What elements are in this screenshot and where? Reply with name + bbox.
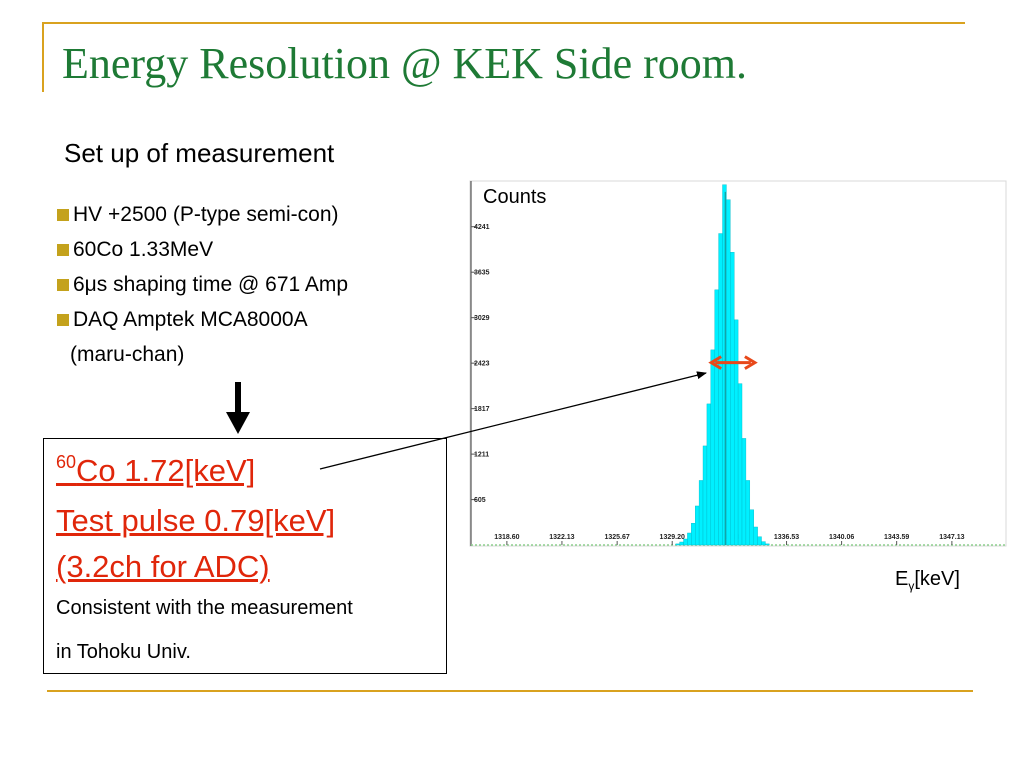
consistency-note-line1: Consistent with the measurement <box>56 597 353 619</box>
x-tick-label: 1343.59 <box>884 534 909 541</box>
y-tick-label: 605 <box>474 497 486 504</box>
frame-left-rule <box>42 22 44 92</box>
y-tick-label: 1211 <box>474 452 489 459</box>
consistency-note-line2: in Tohoku Univ. <box>56 641 191 663</box>
bullet-square-icon <box>57 314 69 326</box>
histogram-bar <box>695 505 700 546</box>
fwhm-arrow-right-head <box>744 355 758 370</box>
connector-arrow <box>319 371 707 470</box>
x-tick-label: 1340.06 <box>829 534 854 541</box>
histogram-bar <box>753 526 758 546</box>
bullet-continuation: (maru-chan) <box>70 343 185 366</box>
test-pulse-resolution[interactable]: Test pulse 0.79[keV] <box>56 503 336 538</box>
adc-channel-note[interactable]: (3.2ch for ADC) <box>56 549 270 584</box>
bullet-text: 60Co 1.33MeV <box>73 238 214 261</box>
x-axis-title: Eγ[keV] <box>895 568 960 593</box>
x-tick-label: 1329.20 <box>660 534 685 541</box>
isotope-mass-number: 60 <box>56 452 77 472</box>
histogram-bar <box>714 289 719 546</box>
y-axis-title: Counts <box>483 186 546 208</box>
histogram-bar <box>679 541 684 546</box>
x-axis-title-subscript: γ <box>908 579 914 593</box>
histogram-bar <box>737 383 743 546</box>
co60-resolution-text: Co 1.72[keV] <box>76 453 256 488</box>
bullet-text: DAQ Amptek MCA8000A <box>73 308 308 331</box>
bullet-square-icon <box>57 209 69 221</box>
bullet-item: DAQ Amptek MCA8000A <box>56 305 348 340</box>
histogram-bar <box>718 233 723 546</box>
slide-title: Energy Resolution @ KEK Side room. <box>62 39 747 88</box>
co60-resolution[interactable]: 60Co 1.72[keV] <box>56 453 255 489</box>
fwhm-arrow-left-head <box>708 355 722 370</box>
result-box: 60Co 1.72[keV] Test pulse 0.79[keV] (3.2… <box>43 438 447 674</box>
x-tick-label: 1318.60 <box>494 534 519 541</box>
x-tick-label: 1336.53 <box>774 534 799 541</box>
x-tick-label: 1322.13 <box>549 534 574 541</box>
histogram-bar <box>702 445 708 546</box>
plot-border <box>469 180 1007 547</box>
slide-subtitle: Set up of measurement <box>64 138 335 168</box>
frame-top-rule <box>42 22 965 24</box>
down-arrow-icon <box>226 382 250 434</box>
histogram-bar <box>734 319 739 546</box>
histogram-bar <box>757 536 762 546</box>
histogram-bar <box>675 543 680 546</box>
histogram-bar <box>745 480 751 546</box>
x-axis-title-symbol: E <box>895 568 908 590</box>
histogram-bar <box>706 403 712 546</box>
bullet-item: 60Co 1.33MeV <box>56 235 348 270</box>
histogram-bar <box>683 538 688 546</box>
histogram-bar <box>710 349 715 546</box>
histogram-bar <box>691 523 696 546</box>
frame-bottom-rule <box>47 690 973 692</box>
bullet-item: HV +2500 (P-type semi-con) <box>56 200 348 235</box>
bullet-item: 6μs shaping time @ 671 Amp <box>56 270 348 305</box>
histogram-bar <box>722 184 727 546</box>
y-tick-label: 4241 <box>474 224 490 231</box>
y-tick-label: 3029 <box>474 315 490 322</box>
histogram-bar <box>687 532 692 546</box>
bullet-text: 6μs shaping time @ 671 Amp <box>73 273 349 296</box>
histogram-bar <box>741 438 747 546</box>
y-tick-label: 1817 <box>474 406 490 413</box>
histogram-bar <box>761 541 766 546</box>
x-axis-title-unit: [keV] <box>914 568 960 590</box>
bullet-square-icon <box>57 279 69 291</box>
x-tick-label: 1347.13 <box>939 534 964 541</box>
x-tick-label: 1325.67 <box>604 534 629 541</box>
histogram-bar <box>698 480 704 546</box>
histogram-bar <box>730 252 735 546</box>
y-tick-label: 2423 <box>474 361 490 368</box>
bullet-square-icon <box>57 244 69 256</box>
histogram-bar <box>726 199 731 546</box>
setup-bullet-list: HV +2500 (P-type semi-con) 60Co 1.33MeV … <box>56 200 348 375</box>
y-tick-label: 3635 <box>474 270 490 277</box>
histogram-bar <box>765 543 770 546</box>
bullet-text: HV +2500 (P-type semi-con) <box>73 203 339 226</box>
histogram-bar <box>749 509 754 546</box>
